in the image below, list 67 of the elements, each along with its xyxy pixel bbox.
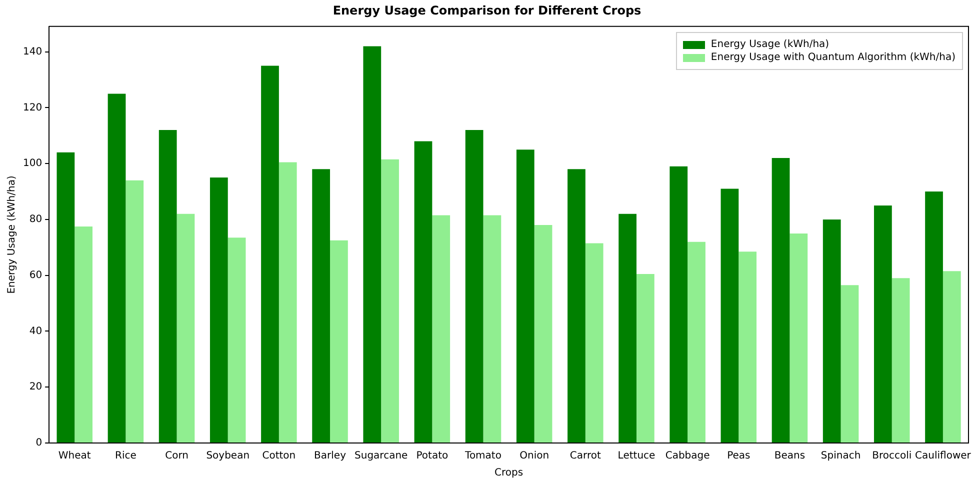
bar bbox=[738, 252, 757, 442]
y-tick-label: 60 bbox=[29, 270, 42, 281]
bar bbox=[720, 188, 739, 442]
x-tick-label: Beans bbox=[774, 450, 806, 462]
x-tick-label: Rice bbox=[115, 450, 136, 462]
bar bbox=[261, 66, 279, 442]
x-tick-label: Sugarcane bbox=[354, 450, 408, 462]
y-tick-label: 140 bbox=[22, 46, 42, 58]
bar bbox=[465, 130, 484, 442]
bar bbox=[381, 159, 399, 442]
bar bbox=[840, 285, 859, 442]
x-tick-label: Barley bbox=[314, 450, 346, 462]
bar bbox=[278, 162, 297, 442]
x-tick-label: Lettuce bbox=[618, 450, 656, 462]
x-tick-label: Onion bbox=[520, 450, 550, 462]
x-tick-label: Cauliflower bbox=[915, 450, 972, 462]
bar bbox=[228, 238, 246, 442]
bar bbox=[790, 233, 808, 442]
bar bbox=[176, 214, 195, 442]
bar bbox=[618, 214, 636, 442]
x-tick-label: Cabbage bbox=[665, 450, 710, 462]
x-axis-title: Crops bbox=[494, 468, 524, 479]
y-axis-title: Energy Usage (kWh/ha) bbox=[6, 176, 18, 294]
x-tick-label: Broccoli bbox=[872, 450, 912, 462]
bar bbox=[312, 169, 330, 442]
bar bbox=[126, 180, 144, 442]
y-tick-label: 80 bbox=[29, 214, 42, 226]
bar bbox=[534, 225, 552, 442]
x-tick-label: Wheat bbox=[58, 450, 91, 462]
bar bbox=[925, 192, 943, 442]
bar bbox=[636, 274, 654, 442]
x-tick-label: Cotton bbox=[262, 450, 296, 462]
bar bbox=[74, 226, 93, 442]
bar bbox=[892, 278, 910, 442]
x-tick-label: Corn bbox=[165, 450, 188, 462]
x-tick-label: Potato bbox=[416, 450, 448, 462]
x-tick-label: Soybean bbox=[206, 450, 250, 462]
bar bbox=[210, 178, 228, 442]
bar bbox=[942, 271, 961, 442]
bar bbox=[158, 130, 177, 442]
bar bbox=[772, 158, 790, 442]
bar bbox=[822, 219, 841, 442]
x-tick-label: Carrot bbox=[570, 450, 601, 462]
y-tick-label: 0 bbox=[36, 438, 42, 449]
bar bbox=[363, 46, 382, 442]
bar bbox=[874, 206, 892, 442]
bar bbox=[670, 166, 688, 442]
legend-label: Energy Usage with Quantum Algorithm (kWh/ha) bbox=[710, 52, 956, 64]
bar bbox=[330, 240, 348, 442]
y-tick-label: 120 bbox=[22, 102, 42, 114]
bar bbox=[688, 242, 706, 442]
bar bbox=[585, 243, 604, 442]
legend-label: Energy Usage (kWh/ha) bbox=[710, 39, 830, 50]
bar bbox=[568, 169, 586, 442]
bar bbox=[56, 152, 75, 442]
x-tick-label: Spinach bbox=[820, 450, 861, 462]
y-tick-label: 100 bbox=[22, 158, 42, 170]
bar bbox=[516, 150, 534, 442]
x-tick-label: Peas bbox=[727, 450, 750, 462]
bar bbox=[432, 215, 450, 442]
bar bbox=[483, 215, 502, 442]
bar bbox=[108, 94, 126, 442]
x-tick-label: Tomato bbox=[464, 450, 502, 462]
bar bbox=[414, 141, 432, 442]
y-tick-label: 40 bbox=[29, 326, 42, 337]
y-tick-label: 20 bbox=[29, 382, 42, 393]
chart-title: Energy Usage Comparison for Different Crops bbox=[332, 3, 642, 18]
